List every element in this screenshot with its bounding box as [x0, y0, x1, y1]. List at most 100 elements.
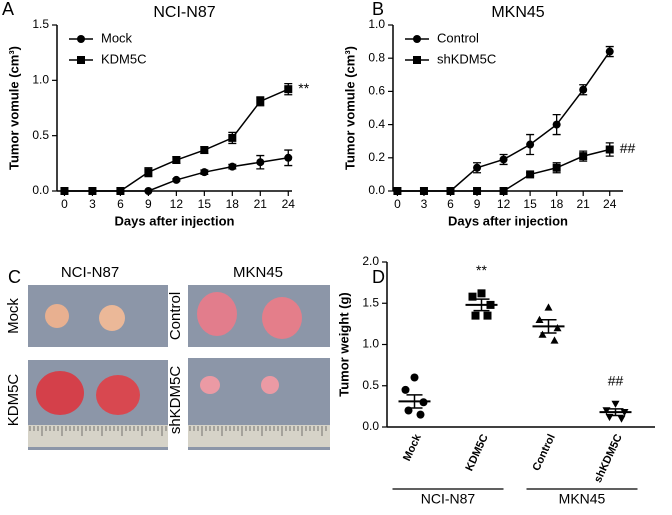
data-point [605, 145, 614, 154]
y-tick-label: 0.4 [368, 117, 385, 131]
y-tick-label: 2.0 [362, 254, 379, 268]
data-point [144, 168, 153, 177]
x-tick-label: 21 [254, 197, 268, 211]
data-point [60, 187, 69, 195]
tumor [197, 292, 237, 336]
tumor [200, 376, 220, 394]
annotation: ## [608, 373, 624, 389]
y-tick-label: 0.5 [362, 378, 379, 392]
data-point [393, 187, 402, 195]
data-point [446, 187, 455, 195]
y-tick-label: 1.5 [32, 17, 49, 31]
x-tick-label: 6 [447, 197, 454, 211]
annotation: ## [620, 140, 636, 156]
group-label: NCI-N87 [421, 491, 476, 507]
chart-title: MKN45 [491, 4, 544, 21]
data-point [605, 47, 614, 56]
data-point [200, 146, 209, 155]
x-tick-label: 0 [61, 197, 68, 211]
error-bar [540, 319, 557, 334]
data-point [172, 156, 181, 165]
legend-label: shKDM5C [437, 51, 496, 66]
y-tick-label: 0.2 [368, 150, 385, 164]
series-line [64, 88, 289, 192]
panel-label: A [2, 0, 14, 19]
legend-label: Mock [101, 30, 133, 45]
ruler [188, 425, 330, 447]
legend-marker [77, 56, 85, 64]
tumor [36, 371, 84, 415]
legend-marker [77, 35, 85, 43]
data-point [552, 120, 561, 129]
data-point [284, 153, 293, 162]
data-point [526, 170, 535, 179]
x-tick-label: Mock [401, 432, 424, 463]
x-tick-label: 21 [577, 197, 591, 211]
data-point [88, 187, 97, 195]
x-tick-label: 6 [117, 197, 124, 211]
data-point [477, 289, 486, 298]
x-tick-label: 24 [282, 197, 296, 211]
x-tick-label: 12 [497, 197, 511, 211]
ruler [28, 425, 168, 447]
y-tick-label: 0.6 [368, 84, 385, 98]
tumor [96, 375, 140, 415]
x-axis-label: Days after injection [115, 213, 235, 228]
legend-label: KDM5C [101, 51, 147, 66]
x-tick-label: 18 [226, 197, 240, 211]
data-point [144, 187, 153, 195]
x-tick-label: shKDM5C [592, 432, 625, 484]
data-point [579, 152, 588, 161]
y-tick-label: 1.5 [362, 295, 379, 309]
row-label: Control [167, 292, 184, 340]
row-label: Mock [5, 298, 22, 334]
y-tick-label: 0.0 [362, 419, 379, 433]
data-point [401, 385, 410, 394]
data-point [552, 163, 561, 172]
legend-marker [413, 56, 421, 64]
tumor [45, 304, 69, 328]
photo-panel: C NCI-N87 MKN45 Mock KDM5C Control shKDM… [5, 264, 330, 450]
data-point [473, 163, 482, 172]
data-point [256, 97, 265, 106]
y-axis-label: Tumor vomule (cm³) [6, 46, 21, 170]
x-tick-label: 12 [170, 197, 184, 211]
data-point [410, 373, 419, 382]
data-point [535, 315, 544, 323]
cell-line: NCI-N87 [61, 264, 119, 281]
data-point [553, 324, 562, 332]
data-point [617, 415, 626, 423]
data-point [550, 336, 559, 344]
data-point [172, 175, 181, 184]
data-point [419, 187, 428, 195]
panel-label: C [8, 267, 21, 287]
y-tick-label: 0.5 [32, 128, 49, 142]
x-tick-label: 3 [421, 197, 428, 211]
legend-label: Control [437, 30, 479, 45]
y-axis-label: Tumor vomule (cm³) [342, 46, 357, 170]
y-tick-label: 0.8 [368, 50, 385, 64]
cell-line: MKN45 [233, 264, 283, 281]
data-point [228, 162, 237, 171]
row-label: shKDM5C [167, 366, 184, 435]
data-point [228, 133, 237, 142]
data-point [416, 410, 425, 419]
tumor [99, 305, 125, 331]
chart-title: NCI-N87 [153, 4, 215, 21]
x-tick-label: 15 [523, 197, 537, 211]
data-point [471, 311, 480, 320]
x-tick-label: 15 [198, 197, 212, 211]
x-tick-label: 3 [89, 197, 96, 211]
y-tick-label: 0.0 [368, 183, 385, 197]
y-tick-label: 1.0 [362, 337, 379, 351]
data-point [468, 292, 477, 301]
data-point [538, 330, 547, 338]
y-tick-label: 1.0 [368, 17, 385, 31]
x-tick-label: Control [530, 432, 557, 473]
x-tick-label: 0 [394, 197, 401, 211]
x-tick-label: KDM5C [463, 432, 490, 473]
data-point [526, 140, 535, 149]
panel-label: D [372, 267, 385, 287]
error-bar [473, 298, 490, 312]
